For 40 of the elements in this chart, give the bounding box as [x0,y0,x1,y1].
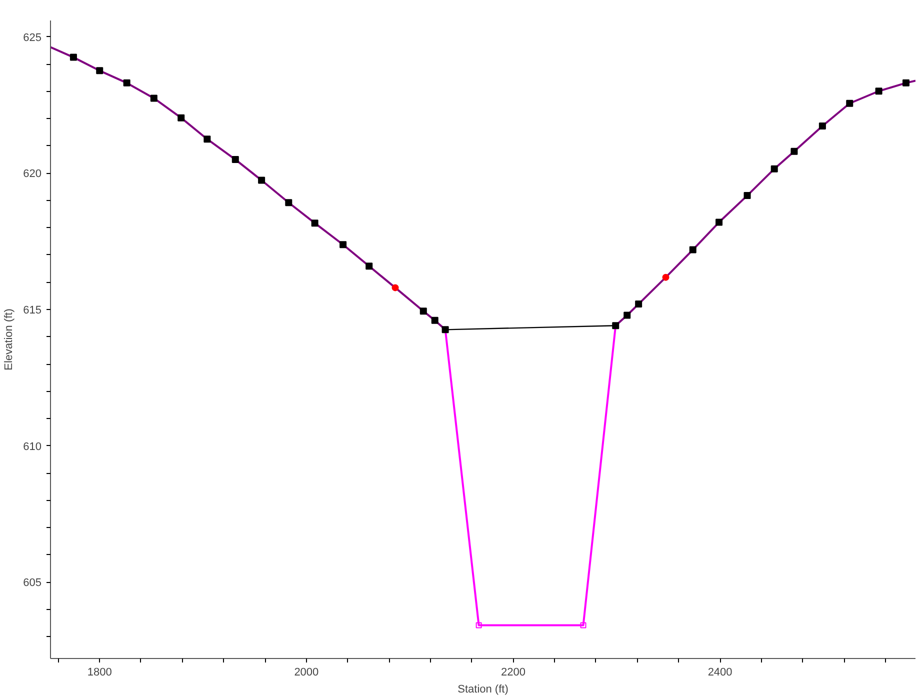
point [150,94,158,102]
point [420,308,427,315]
point [285,199,292,206]
point [392,284,399,292]
x-tick-label: 2200 [501,666,526,678]
point [366,262,373,270]
y-tick-label: 605 [23,577,42,590]
point [846,100,854,107]
point [232,156,239,164]
point [258,176,266,184]
point [635,300,642,308]
point [662,274,670,281]
point [311,220,318,227]
y-tick-label: 620 [23,168,42,180]
y-tick-label: 615 [23,304,42,317]
point [716,218,723,226]
point [902,79,910,86]
point [431,316,438,324]
point [70,54,77,61]
point [178,114,185,122]
point [770,165,778,172]
point [580,622,586,628]
point [340,241,347,248]
x-tick-label: 2000 [294,666,319,678]
point [624,312,631,319]
point [818,122,826,130]
point [123,79,130,86]
x-tick-label: 2400 [708,666,732,678]
point [96,67,104,74]
point [790,148,798,155]
point [204,136,211,143]
point [476,622,482,628]
y-tick-label: 625 [23,32,42,44]
point [875,88,882,95]
y-axis-title: Elevation (ft) [3,308,16,370]
y-tick-label: 610 [23,440,42,453]
point [689,246,696,254]
x-axis-title: Station (ft) [458,684,508,696]
x-tick-label: 1800 [87,666,112,678]
point [744,192,751,200]
